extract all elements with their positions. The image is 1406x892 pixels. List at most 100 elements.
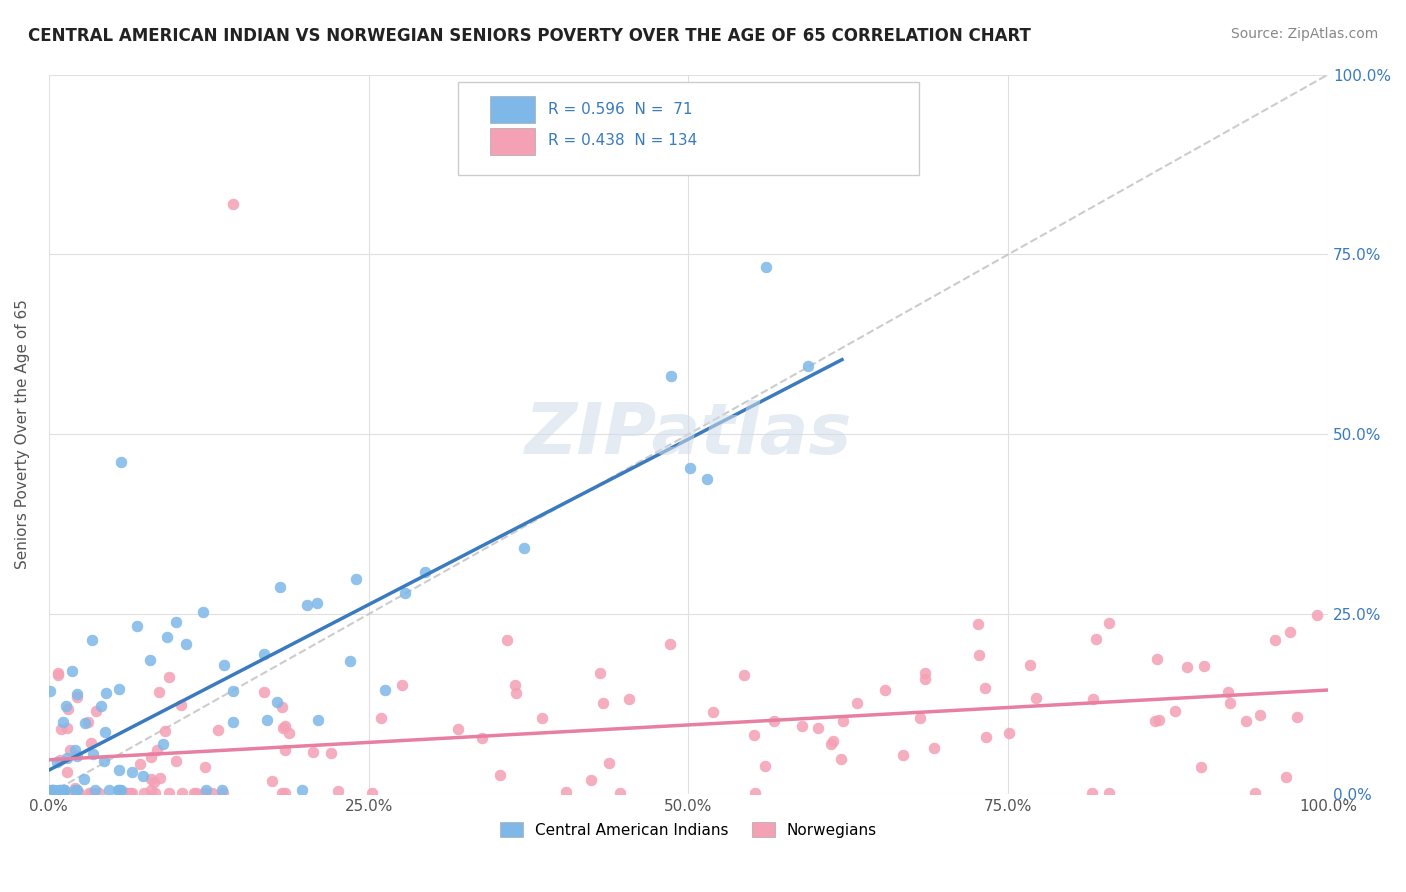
Point <box>269 580 291 594</box>
Point <box>744 786 766 800</box>
Point <box>754 759 776 773</box>
Point <box>55 699 77 714</box>
Point <box>807 721 830 735</box>
Point <box>66 783 89 797</box>
Point <box>108 682 131 697</box>
Point <box>139 653 162 667</box>
Point <box>797 359 820 373</box>
Point <box>820 737 842 751</box>
Point <box>1175 660 1198 674</box>
Point <box>702 706 724 720</box>
Point <box>134 786 156 800</box>
Point <box>66 749 89 764</box>
Point <box>87 786 110 800</box>
Point <box>98 783 121 797</box>
Point <box>339 654 361 668</box>
Point <box>394 585 416 599</box>
Point <box>55 721 77 735</box>
Point <box>307 713 329 727</box>
Point <box>52 786 75 800</box>
Point <box>51 783 73 797</box>
Point <box>266 695 288 709</box>
Point <box>1219 696 1241 710</box>
Point <box>39 784 62 798</box>
Point <box>84 704 107 718</box>
Point <box>157 786 180 800</box>
Point <box>742 728 765 742</box>
Bar <box>491 128 534 155</box>
Point <box>129 756 152 771</box>
Point <box>1081 786 1104 800</box>
Point <box>658 637 681 651</box>
Point <box>446 722 468 736</box>
Point <box>82 786 104 800</box>
Point <box>1218 684 1240 698</box>
Point <box>873 683 896 698</box>
Point <box>1286 710 1309 724</box>
Point <box>120 786 142 800</box>
Text: ZIPatlas: ZIPatlas <box>524 400 852 469</box>
Point <box>273 718 295 732</box>
Point <box>291 783 314 797</box>
Point <box>49 722 72 736</box>
Point <box>1081 691 1104 706</box>
Point <box>73 716 96 731</box>
Point <box>121 765 143 780</box>
Point <box>49 783 72 797</box>
Point <box>77 714 100 729</box>
Point <box>659 369 682 384</box>
Point <box>165 754 187 768</box>
Point <box>222 714 245 729</box>
Point <box>326 783 349 797</box>
Point <box>370 711 392 725</box>
Point <box>214 658 236 673</box>
Point <box>914 672 936 686</box>
Point <box>172 786 194 800</box>
Point <box>193 786 215 800</box>
Point <box>471 731 494 745</box>
Point <box>56 751 79 765</box>
Point <box>922 741 945 756</box>
Point <box>592 696 614 710</box>
Point <box>222 684 245 698</box>
Point <box>63 781 86 796</box>
Point <box>211 783 233 797</box>
Point <box>679 461 702 475</box>
Point <box>117 786 139 800</box>
Point <box>211 786 233 800</box>
Point <box>80 786 103 800</box>
Point <box>554 784 576 798</box>
Point <box>157 670 180 684</box>
Point <box>374 682 396 697</box>
Point <box>132 769 155 783</box>
Point <box>63 743 86 757</box>
Point <box>80 736 103 750</box>
Point <box>65 786 87 800</box>
Point <box>53 783 76 797</box>
Point <box>252 685 274 699</box>
Point <box>41 783 63 797</box>
Point <box>165 615 187 630</box>
Point <box>908 711 931 725</box>
Point <box>344 572 367 586</box>
Point <box>823 734 845 748</box>
Y-axis label: Seniors Poverty Over the Age of 65: Seniors Poverty Over the Age of 65 <box>15 300 30 569</box>
Point <box>762 714 785 728</box>
Point <box>1243 786 1265 800</box>
Point <box>489 768 512 782</box>
Point <box>184 786 207 800</box>
Point <box>967 648 990 662</box>
Point <box>733 668 755 682</box>
Point <box>107 783 129 797</box>
Point <box>63 786 86 800</box>
Point <box>174 638 197 652</box>
Point <box>53 783 76 797</box>
Legend: Central American Indians, Norwegians: Central American Indians, Norwegians <box>494 815 883 844</box>
Point <box>1025 690 1047 705</box>
Point <box>142 775 165 789</box>
Point <box>1275 770 1298 784</box>
Point <box>51 783 73 797</box>
Point <box>110 783 132 797</box>
Point <box>108 763 131 777</box>
Text: R = 0.596  N =  71: R = 0.596 N = 71 <box>548 102 692 117</box>
